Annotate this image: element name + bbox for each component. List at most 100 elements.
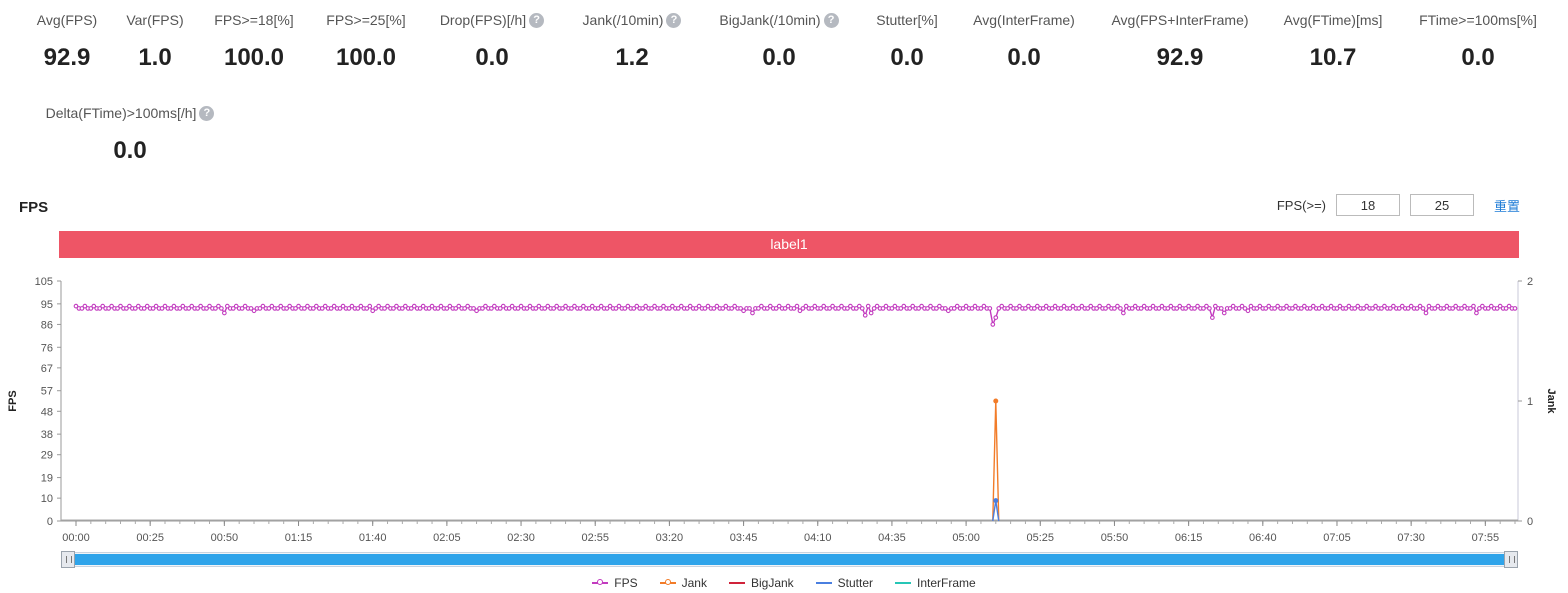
legend-label: Jank bbox=[681, 576, 707, 590]
slider-range-fill[interactable] bbox=[75, 554, 1504, 565]
fps-point bbox=[1497, 303, 1503, 309]
legend-item-interframe[interactable]: InterFrame bbox=[895, 576, 976, 590]
metric-label-text: Jank(/10min) bbox=[582, 12, 664, 28]
fps-point bbox=[839, 303, 844, 309]
fps-point bbox=[1512, 306, 1518, 311]
y-tick-label: 86 bbox=[41, 319, 53, 331]
fps-point bbox=[195, 306, 200, 311]
fps-point bbox=[960, 306, 966, 311]
threshold-input-2[interactable] bbox=[1409, 194, 1474, 216]
fps-point bbox=[969, 306, 975, 311]
fps-point bbox=[1248, 303, 1254, 309]
fps-point bbox=[1005, 306, 1010, 311]
slider-handle-left[interactable] bbox=[61, 551, 75, 568]
help-icon[interactable]: ? bbox=[199, 105, 215, 121]
fps-point bbox=[168, 306, 174, 311]
fps-point bbox=[720, 306, 726, 311]
fps-point bbox=[981, 303, 987, 309]
y-tick-label: 105 bbox=[35, 276, 53, 288]
fps-point bbox=[776, 303, 782, 309]
fps-point bbox=[135, 303, 141, 309]
metric-label-text: Avg(InterFrame) bbox=[973, 12, 1075, 28]
fps-point bbox=[1195, 303, 1200, 309]
fps-threshold-controls: FPS(>=) 重置 bbox=[1277, 194, 1520, 216]
fps-point bbox=[447, 303, 453, 309]
fps-point bbox=[373, 306, 379, 311]
fps-point bbox=[696, 303, 702, 309]
fps-point bbox=[661, 303, 666, 309]
fps-point bbox=[714, 303, 720, 309]
threshold-label: FPS(>=) bbox=[1276, 197, 1326, 213]
fps-point bbox=[506, 306, 512, 311]
fps-point bbox=[1423, 310, 1429, 316]
fps-point bbox=[328, 306, 334, 311]
fps-point bbox=[910, 303, 916, 309]
reset-link[interactable]: 重置 bbox=[1493, 198, 1520, 214]
fps-point bbox=[1138, 306, 1144, 311]
metric-11: FTime>=100ms[%] 0.0 bbox=[1358, 12, 1568, 72]
legend-label: BigJank bbox=[750, 576, 794, 590]
fps-point bbox=[1488, 303, 1494, 309]
fps-point bbox=[509, 303, 515, 309]
fps-point bbox=[987, 306, 993, 311]
fps-point bbox=[346, 306, 352, 311]
fps-point bbox=[871, 306, 877, 311]
fps-point bbox=[1106, 303, 1111, 309]
y-tick-label: 19 bbox=[41, 473, 53, 485]
fps-point bbox=[1301, 303, 1307, 309]
fps-point bbox=[684, 306, 690, 311]
fps-point bbox=[693, 306, 699, 311]
slider-handle-right[interactable] bbox=[1504, 551, 1518, 568]
fps-point bbox=[1150, 303, 1156, 309]
fps-point bbox=[1210, 315, 1215, 320]
help-icon[interactable]: ? bbox=[823, 12, 839, 28]
fps-point bbox=[1118, 306, 1123, 311]
fps-point bbox=[293, 306, 298, 311]
fps-point bbox=[978, 306, 984, 311]
legend-item-fps[interactable]: FPS bbox=[592, 576, 638, 590]
fps-point bbox=[1364, 303, 1369, 309]
fps-point bbox=[1355, 303, 1361, 309]
y-axis-label: FPS bbox=[7, 390, 19, 411]
fps-point bbox=[189, 303, 195, 309]
fps-point bbox=[1263, 306, 1269, 311]
fps-point bbox=[337, 306, 343, 311]
fps-point bbox=[1186, 303, 1191, 309]
metric-label: Avg(InterFrame) bbox=[973, 12, 1075, 28]
fps-point bbox=[518, 303, 524, 309]
legend-item-stutter[interactable]: Stutter bbox=[815, 576, 873, 590]
fps-point bbox=[420, 303, 426, 309]
fps-point bbox=[171, 303, 177, 309]
fps-point bbox=[153, 303, 159, 309]
help-icon[interactable]: ? bbox=[529, 12, 545, 28]
fps-point bbox=[216, 303, 221, 309]
legend-item-bigjank[interactable]: BigJank bbox=[728, 576, 794, 590]
y-tick-label: 76 bbox=[41, 342, 53, 354]
fps-point bbox=[1239, 303, 1245, 309]
fps-point bbox=[818, 306, 824, 311]
threshold-input-1[interactable] bbox=[1335, 194, 1400, 216]
fps-point bbox=[883, 303, 889, 309]
time-range-slider[interactable] bbox=[61, 551, 1518, 568]
fps-point bbox=[349, 303, 355, 309]
label-bar[interactable]: label1 bbox=[59, 231, 1519, 258]
fps-point bbox=[340, 303, 346, 309]
help-icon[interactable]: ? bbox=[666, 12, 682, 28]
fps-point bbox=[723, 303, 729, 309]
fps-point bbox=[809, 306, 815, 311]
legend-item-jank[interactable]: Jank bbox=[659, 576, 707, 590]
fps-point bbox=[862, 312, 868, 318]
fps-point bbox=[417, 306, 423, 311]
fps-point bbox=[827, 306, 832, 311]
fps-point bbox=[563, 303, 568, 309]
fps-point bbox=[1272, 306, 1278, 311]
fps-point bbox=[595, 306, 601, 311]
fps-point bbox=[1061, 303, 1067, 309]
fps-point bbox=[652, 303, 657, 309]
metric-label-text: Stutter[%] bbox=[876, 12, 938, 28]
fps-point bbox=[1088, 303, 1094, 309]
legend-swatch-icon bbox=[728, 582, 745, 584]
fps-point bbox=[88, 306, 94, 311]
fps-point bbox=[1284, 303, 1289, 309]
metric-value: 0.0 bbox=[890, 44, 924, 71]
